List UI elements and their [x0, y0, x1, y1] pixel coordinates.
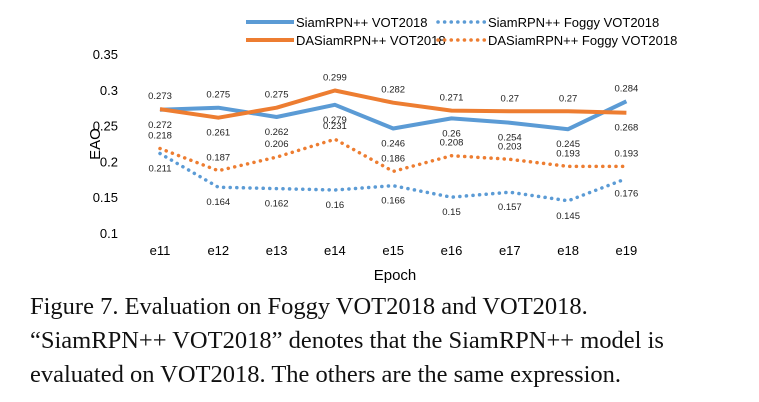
data-label: 0.186: [381, 153, 405, 164]
figure-caption: Figure 7. Evaluation on Foggy VOT2018 an…: [30, 290, 732, 392]
series-line-4: [158, 137, 629, 174]
data-label: 0.246: [381, 138, 405, 149]
x-tick-label: e17: [499, 243, 521, 258]
chart-axes: 0.1 0.15 0.2 0.25 0.3 0.35 e11 e12 e13 e14 e15 e16 e…: [93, 47, 638, 258]
data-label: 0.145: [556, 211, 580, 222]
data-label: 0.27: [501, 93, 520, 104]
legend-label: SiamRPN++ VOT2018: [296, 15, 428, 30]
y-tick-label: 0.35: [93, 47, 118, 62]
data-label: 0.271: [440, 93, 464, 104]
eao-line-chart: SiamRPN++ VOT2018 SiamRPN++ Foggy VOT2018…: [87, 15, 677, 284]
y-tick-label: 0.2: [100, 154, 118, 169]
series-line-1: [159, 99, 628, 132]
data-label: 0.206: [265, 139, 289, 150]
data-label: 0.275: [265, 90, 289, 101]
y-tick-label: 0.25: [93, 119, 118, 134]
data-label: 0.187: [206, 153, 230, 164]
legend-label: DASiamRPN++ Foggy VOT2018: [488, 33, 677, 48]
x-tick-label: e12: [207, 243, 229, 258]
data-label: 0.27: [559, 93, 578, 104]
data-label: 0.208: [440, 138, 464, 149]
data-label: 0.176: [615, 189, 639, 200]
data-label: 0.193: [615, 148, 639, 159]
series-line-3: [158, 151, 629, 203]
data-label: 0.245: [556, 139, 580, 150]
chart-legend: SiamRPN++ VOT2018 SiamRPN++ Foggy VOT2018…: [246, 15, 677, 48]
data-label: 0.164: [206, 197, 230, 208]
data-label: 0.284: [615, 83, 639, 94]
data-label: 0.157: [498, 202, 522, 213]
data-label: 0.275: [206, 90, 230, 101]
x-tick-label: e13: [266, 243, 288, 258]
y-axis-title: EAO: [87, 128, 104, 160]
data-label: 0.162: [265, 199, 289, 210]
data-label: 0.279: [323, 115, 347, 126]
data-label: 0.166: [381, 196, 405, 207]
x-tick-label: e18: [557, 243, 579, 258]
data-label: 0.193: [556, 148, 580, 159]
data-label: 0.272: [148, 120, 172, 131]
x-tick-label: e14: [324, 243, 346, 258]
x-tick-label: e19: [616, 243, 638, 258]
data-label: 0.203: [498, 141, 522, 152]
data-label: 0.299: [323, 73, 347, 84]
caption-line-2: “SiamRPN++ VOT2018” denotes that the Sia…: [30, 327, 664, 354]
data-label: 0.231: [323, 121, 347, 132]
legend-label: SiamRPN++ Foggy VOT2018: [488, 15, 659, 30]
data-label: 0.16: [326, 200, 345, 211]
caption-line-1: Figure 7. Evaluation on Foggy VOT2018 an…: [30, 293, 588, 320]
series-line-2: [159, 88, 627, 120]
data-label: 0.26: [442, 128, 461, 139]
data-label: 0.261: [206, 128, 230, 139]
x-tick-label: e11: [150, 243, 171, 258]
x-tick-label: e15: [382, 243, 404, 258]
data-label: 0.262: [265, 127, 289, 138]
data-label: 0.273: [148, 91, 172, 102]
data-label: 0.282: [381, 85, 405, 96]
data-label: 0.268: [615, 123, 639, 134]
data-label: 0.218: [148, 131, 172, 142]
x-tick-label: e16: [441, 243, 463, 258]
caption-line-3: evaluated on VOT2018. The others are the…: [30, 361, 622, 388]
data-label: 0.254: [498, 133, 522, 144]
y-tick-label: 0.3: [100, 83, 118, 98]
data-label: 0.15: [442, 207, 461, 218]
y-tick-label: 0.15: [93, 190, 118, 205]
y-tick-label: 0.1: [100, 226, 118, 241]
data-label: 0.211: [148, 164, 171, 175]
x-axis-title: Epoch: [374, 267, 417, 284]
legend-label: DASiamRPN++ VOT2018: [296, 33, 446, 48]
